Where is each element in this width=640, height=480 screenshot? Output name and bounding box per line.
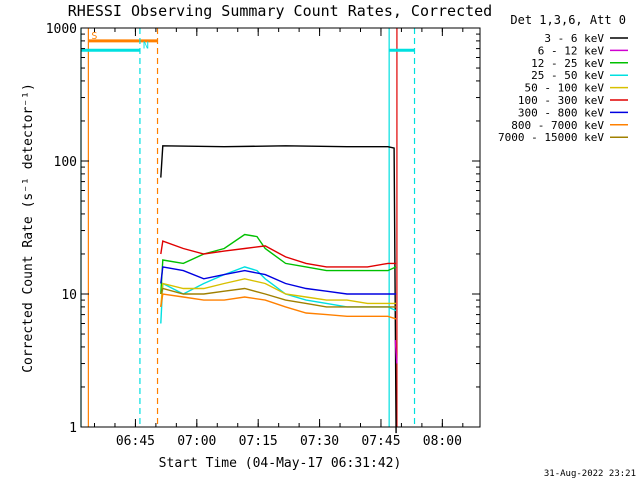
series-line-1 <box>394 340 398 364</box>
plot-area: S N 1 10 100 1000 06:45 07:00 07:15 07:30 07:45 08:… <box>46 22 480 449</box>
series-line-7 <box>160 293 397 320</box>
legend-label-8: 7000 - 15000 keV <box>498 131 604 144</box>
series-line-8 <box>160 287 397 308</box>
series-line-4 <box>160 278 397 307</box>
y-tick-label-1: 10 <box>61 288 77 303</box>
x-tick-label-1: 07:00 <box>177 434 216 449</box>
legend-label-2: 12 - 25 keV <box>531 57 604 70</box>
y-tick-label-0: 1 <box>69 421 77 436</box>
x-tick-label-3: 07:30 <box>300 434 339 449</box>
x-tick-label-0: 06:45 <box>116 434 155 449</box>
timestamp-footer: 31-Aug-2022 23:21 <box>544 469 636 479</box>
y-tick-label-2: 100 <box>54 155 77 170</box>
series-line-6 <box>160 266 397 295</box>
legend-label-5: 100 - 300 keV <box>518 94 604 107</box>
x-tick-label-5: 08:00 <box>423 434 462 449</box>
annotation-flag-label-0: S <box>91 31 97 42</box>
chart-title: RHESSI Observing Summary Count Rates, Co… <box>68 2 492 20</box>
legend-label-0: 3 - 6 keV <box>544 32 604 45</box>
legend-label-1: 6 - 12 keV <box>538 44 605 57</box>
x-tick-label-4: 07:45 <box>361 434 400 449</box>
x-axis-label: Start Time (04-May-17 06:31:42) <box>159 456 402 471</box>
series-line-2 <box>160 233 397 295</box>
legend-header: Det 1,3,6, Att 0 <box>510 13 626 27</box>
annotation-flag-label-1: N <box>143 40 149 51</box>
y-tick-label-3: 1000 <box>46 22 77 37</box>
series-line-0 <box>160 145 397 434</box>
y-axis-label: Corrected Count Rate (s⁻¹ detector⁻¹) <box>21 83 36 373</box>
x-tick-label-2: 07:15 <box>239 434 278 449</box>
legend-label-4: 50 - 100 keV <box>525 82 605 95</box>
plot-frame <box>80 27 481 428</box>
legend-label-6: 300 - 800 keV <box>518 106 604 119</box>
legend-label-3: 25 - 50 keV <box>531 69 604 82</box>
series-line-5 <box>160 240 397 268</box>
legend-label-7: 800 - 7000 keV <box>511 119 604 132</box>
